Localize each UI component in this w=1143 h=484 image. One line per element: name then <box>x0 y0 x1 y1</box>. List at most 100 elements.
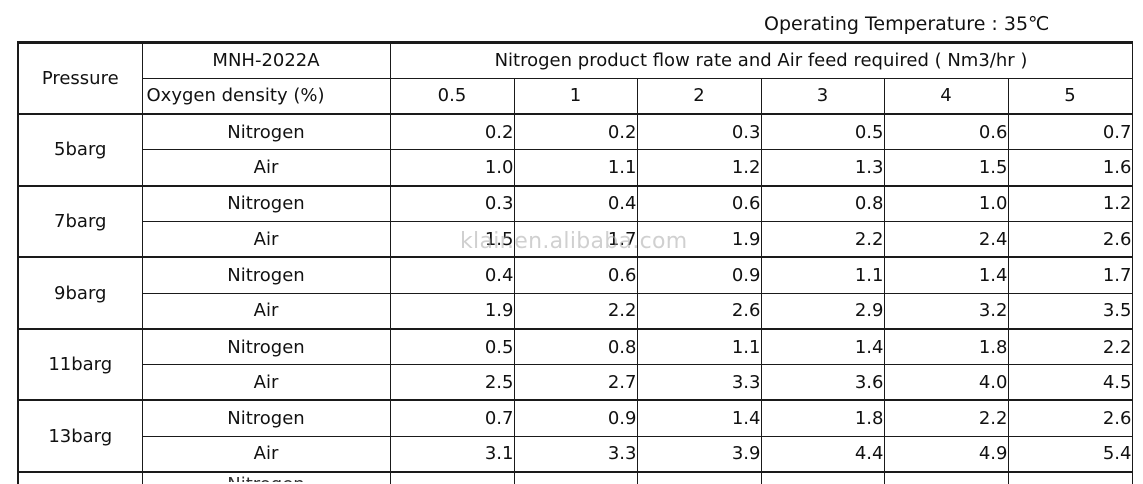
flow-value: 4.0 <box>883 364 1009 402</box>
flow-value-partial <box>636 471 762 484</box>
row-label-partial: Nitrogen <box>141 471 391 484</box>
flow-value-partial <box>883 471 1009 484</box>
table-row: 9barg Nitrogen 0.4 0.6 0.9 1.1 1.4 1.7 <box>17 256 1133 330</box>
oxygen-level-header: 2 <box>636 77 762 116</box>
flow-value-partial <box>760 471 885 484</box>
flow-value-partial <box>389 471 515 484</box>
row-label: Nitrogen <box>141 113 391 151</box>
flow-value: 5.4 <box>1007 435 1133 474</box>
flow-value: 3.2 <box>883 292 1009 330</box>
flow-value: 0.5 <box>760 113 885 151</box>
row-label: Nitrogen <box>141 185 391 222</box>
flow-value: 0.4 <box>513 185 638 222</box>
flow-value: 0.7 <box>1007 113 1133 151</box>
pressure-value: 11barg <box>17 328 143 402</box>
flow-value: 1.4 <box>883 256 1009 294</box>
flow-value: 2.2 <box>760 220 885 259</box>
flow-value: 3.9 <box>636 435 762 474</box>
table-row: Air 1.5 1.7 1.9 2.2 2.4 2.6 <box>18 220 1133 259</box>
flow-value: 1.7 <box>1007 256 1133 294</box>
flow-value: 2.7 <box>513 364 638 402</box>
flow-value: 0.5 <box>389 328 515 366</box>
flow-value: 2.2 <box>513 292 638 330</box>
flow-value: 1.1 <box>760 256 885 294</box>
flow-value: 0.3 <box>389 185 515 222</box>
flow-value: 3.1 <box>389 435 515 474</box>
table-row-partial: Nitrogen <box>17 471 1133 484</box>
flow-value-partial <box>1007 471 1133 484</box>
row-label: Air <box>141 149 391 187</box>
flow-value: 1.5 <box>883 149 1009 187</box>
flow-value: 4.9 <box>883 435 1009 474</box>
flow-value: 3.6 <box>760 364 885 402</box>
flow-value: 0.6 <box>513 256 638 294</box>
flow-value: 2.4 <box>883 220 1009 259</box>
flow-value: 1.8 <box>760 399 885 437</box>
flow-value: 1.0 <box>389 149 515 187</box>
oxygen-level-header: 1 <box>513 77 638 116</box>
pressure-value: 13barg <box>17 399 143 474</box>
flow-value: 0.4 <box>389 256 515 294</box>
table-row: Air 3.1 3.3 3.9 4.4 4.9 5.4 <box>18 435 1133 474</box>
table-row: 7barg Nitrogen 0.3 0.4 0.6 0.8 1.0 1.2 <box>17 185 1133 259</box>
flow-value: 4.5 <box>1007 364 1133 402</box>
flow-value: 2.6 <box>1007 399 1133 437</box>
oxygen-level-header: 3 <box>760 77 885 116</box>
flow-value: 1.4 <box>636 399 762 437</box>
table-row: 13barg Nitrogen 0.7 0.9 1.4 1.8 2.2 2.6 <box>17 399 1133 474</box>
table-row: Air 1.0 1.1 1.2 1.3 1.5 1.6 <box>18 149 1133 187</box>
flow-value: 1.0 <box>883 185 1009 222</box>
flow-value: 3.5 <box>1007 292 1133 330</box>
flow-value: 2.6 <box>636 292 762 330</box>
table-row: Air 2.5 2.7 3.3 3.6 4.0 4.5 <box>18 364 1133 402</box>
flow-value: 1.9 <box>636 220 762 259</box>
pressure-value: 5barg <box>17 113 143 187</box>
pressure-header: Pressure <box>17 42 143 116</box>
operating-temperature-note: Operating Temperature : 35℃ <box>764 13 1050 35</box>
flow-value: 4.4 <box>760 435 885 474</box>
model-name: MNH-2022A <box>141 42 391 79</box>
oxygen-level-header: 0.5 <box>389 77 515 116</box>
row-label: Nitrogen <box>141 399 391 437</box>
flow-value: 2.6 <box>1007 220 1133 259</box>
flow-value-partial <box>513 471 638 484</box>
row-label: Air <box>141 220 391 259</box>
flow-value: 2.5 <box>389 364 515 402</box>
table-row: 5barg Nitrogen 0.2 0.2 0.3 0.5 0.6 0.7 <box>17 113 1133 187</box>
row-label: Air <box>141 364 391 402</box>
pressure-value-partial <box>17 471 143 484</box>
row-label: Air <box>141 292 391 330</box>
flow-value: 3.3 <box>636 364 762 402</box>
flow-value: 0.2 <box>389 113 515 151</box>
flow-value: 1.6 <box>1007 149 1133 187</box>
flow-value: 1.4 <box>760 328 885 366</box>
flow-rate-header: Nitrogen product flow rate and Air feed … <box>389 42 1133 79</box>
flow-value: 0.7 <box>389 399 515 437</box>
flow-value: 2.2 <box>1007 328 1133 366</box>
oxygen-level-header: 4 <box>883 77 1009 116</box>
row-label: Air <box>141 435 391 474</box>
flow-value: 1.1 <box>636 328 762 366</box>
flow-value: 0.8 <box>513 328 638 366</box>
flow-value: 0.9 <box>636 256 762 294</box>
flow-value: 2.9 <box>760 292 885 330</box>
flow-value: 1.9 <box>389 292 515 330</box>
flow-value: 0.9 <box>513 399 638 437</box>
oxygen-density-header: Oxygen density (%) <box>141 77 391 116</box>
pressure-value: 9barg <box>17 256 143 330</box>
flow-value: 0.6 <box>883 113 1009 151</box>
header-row-model: Pressure MNH-2022A Nitrogen product flow… <box>17 42 1133 116</box>
flow-value: 1.3 <box>760 149 885 187</box>
flow-value: 1.8 <box>883 328 1009 366</box>
flow-value: 0.3 <box>636 113 762 151</box>
row-label-partial-text: Nitrogen <box>143 476 389 482</box>
flow-value: 0.2 <box>513 113 638 151</box>
flow-value: 1.1 <box>513 149 638 187</box>
flow-value: 2.2 <box>883 399 1009 437</box>
flow-value: 1.2 <box>1007 185 1133 222</box>
pressure-value: 7barg <box>17 185 143 259</box>
row-label: Nitrogen <box>141 256 391 294</box>
flow-value: 0.8 <box>760 185 885 222</box>
row-label: Nitrogen <box>141 328 391 366</box>
nitrogen-flow-spec-table: Pressure MNH-2022A Nitrogen product flow… <box>17 41 1133 484</box>
